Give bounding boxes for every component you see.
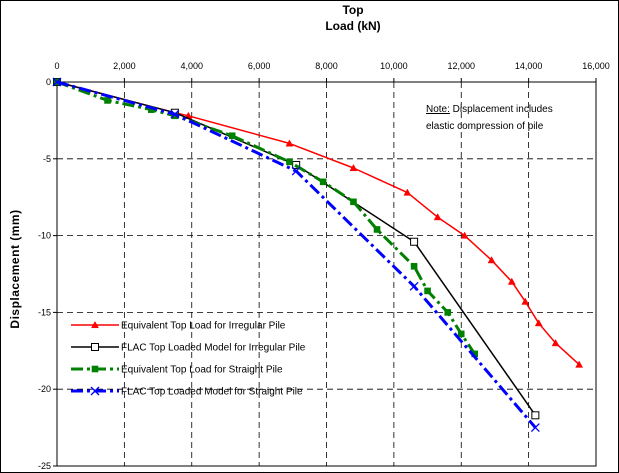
- series-point: [373, 226, 381, 233]
- series-point: [319, 178, 327, 186]
- note-line-1: Note: Displacement includes: [426, 104, 553, 115]
- series-point: [349, 164, 358, 172]
- series-point: [291, 166, 301, 176]
- series-point: [507, 277, 516, 285]
- series-point: [521, 297, 530, 305]
- series-point: [410, 237, 419, 246]
- series-point: [350, 198, 357, 206]
- grid-lines: [53, 78, 597, 467]
- legend-item: Equivalent Top Load for Irregular Pile: [71, 321, 286, 332]
- series-point: [424, 287, 431, 295]
- x-tick-label: 4,000: [180, 61, 203, 71]
- chart-title: Top: [342, 3, 363, 17]
- y-axis-label: Displacement (mm): [8, 209, 22, 328]
- legend-label: Equivalent Top Load for Straight Pile: [121, 365, 283, 376]
- note-line-2: elastic compression of pile: [426, 121, 544, 132]
- legend-label: FLAC Top Loaded Model for Straight Pile: [121, 387, 303, 398]
- x-tick-label: 0: [54, 61, 59, 71]
- x-axis-label: Load (kN): [325, 19, 380, 33]
- x-tick-label: 2,000: [113, 61, 136, 71]
- legend: Equivalent Top Load for Irregular Pile FL…: [71, 321, 306, 398]
- series-point: [530, 423, 540, 433]
- series-line: [56, 80, 476, 355]
- marker-x-stroke: [52, 77, 62, 87]
- legend-swatch-marker: [91, 365, 99, 373]
- y-tick-label: -25: [38, 461, 51, 471]
- legend-swatch-marker: [91, 320, 99, 329]
- x-tick-label: 10,000: [380, 61, 408, 71]
- series-point: [410, 263, 418, 270]
- series-point: [228, 132, 236, 140]
- x-tick-label: 16,000: [582, 61, 610, 71]
- series-point: [534, 319, 543, 327]
- series-layer: [52, 77, 584, 433]
- legend-item: FLAC Top Loaded Model for Straight Pile: [71, 387, 303, 398]
- x-tick-label: 12,000: [447, 61, 475, 71]
- marker-x-stroke: [530, 423, 540, 433]
- series-point: [575, 360, 584, 368]
- legend-item: Equivalent Top Load for Straight Pile: [71, 365, 283, 376]
- series-point: [104, 97, 111, 104]
- series-point: [460, 231, 469, 239]
- y-tick-label: -20: [38, 384, 51, 394]
- marker-x-stroke: [90, 386, 100, 396]
- series-point: [433, 213, 442, 221]
- note-text-1: Displacement includes: [450, 104, 553, 115]
- y-tick-label: -15: [38, 307, 51, 317]
- marker-x-stroke: [409, 281, 419, 291]
- series-line: [56, 81, 580, 366]
- y-tick-label: 0: [46, 77, 51, 87]
- series-point: [170, 109, 180, 119]
- marker-x-stroke: [170, 109, 180, 119]
- series-point: [286, 158, 293, 166]
- y-tick-label: -5: [43, 154, 51, 164]
- legend-swatch-marker: [91, 343, 99, 351]
- legend-item: FLAC Top Loaded Model for Irregular Pile: [71, 343, 306, 354]
- series-3: [53, 78, 479, 358]
- x-tick-labels: 0 2,000 4,000 6,000 8,000 10,000 12,000 14,000 1…: [54, 61, 609, 71]
- series-4: [52, 77, 540, 433]
- series-point: [487, 256, 496, 264]
- series-point: [531, 411, 540, 420]
- y-tick-labels: 0 -5 -10 -15 -20 -25: [38, 77, 51, 471]
- legend-label: FLAC Top Loaded Model for Irregular Pile: [121, 343, 306, 354]
- x-tick-label: 8,000: [315, 61, 338, 71]
- legend-swatch-marker: [90, 386, 100, 396]
- note-label: Note:: [426, 104, 450, 115]
- series-point: [444, 309, 452, 316]
- series-point: [457, 330, 465, 338]
- series-point: [409, 281, 419, 291]
- x-tick-label: 6,000: [248, 61, 271, 71]
- x-tick-label: 14,000: [515, 61, 543, 71]
- series-point: [285, 139, 294, 147]
- legend-label: Equivalent Top Load for Irregular Pile: [121, 321, 286, 332]
- y-tick-label: -10: [38, 231, 51, 241]
- series-point: [551, 339, 560, 347]
- marker-x-stroke: [291, 166, 301, 176]
- series-point: [52, 77, 62, 87]
- series-point: [403, 188, 412, 196]
